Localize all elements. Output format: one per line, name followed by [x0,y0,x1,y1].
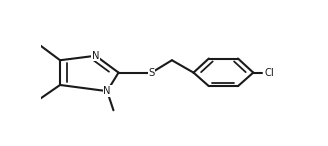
Text: S: S [149,68,155,78]
Text: N: N [103,86,111,96]
Text: Cl: Cl [264,68,274,78]
Text: N: N [92,51,99,61]
